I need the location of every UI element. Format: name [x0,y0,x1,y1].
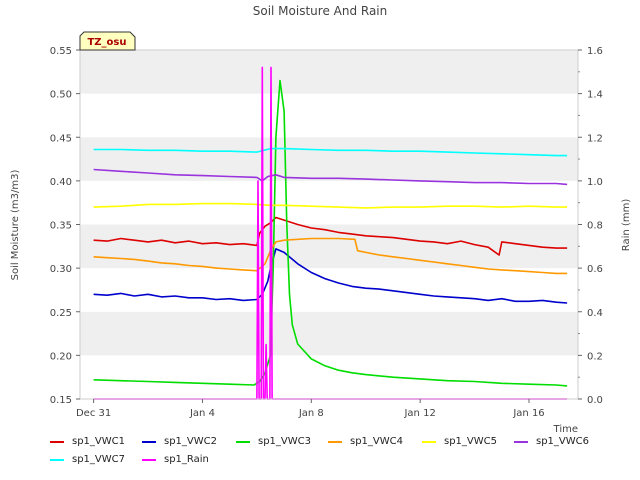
legend-label: sp1_VWC2 [164,436,217,447]
legend-label: sp1_Rain [164,454,209,465]
legend-swatch [328,440,342,443]
legend-item: sp1_VWC3 [236,436,311,447]
grid-band [80,93,578,138]
legend-label: sp1_VWC5 [444,436,497,447]
legend-item: sp1_VWC2 [142,436,217,447]
legend-item: sp1_VWC5 [422,436,497,447]
x-tick-label: Jan 12 [403,408,435,419]
grid-band [80,268,578,312]
y-axis-label: Soil Moisture (m3/m3) [10,170,21,281]
legend-item: sp1_VWC7 [50,454,125,465]
y-tick-label: 0.40 [50,177,72,188]
legend-label: sp1_VWC7 [72,454,125,465]
y-tick-label: 0.25 [50,308,72,319]
legend-item: sp1_VWC1 [50,436,125,447]
series-line-sp1-vwc3 [93,79,568,387]
y2-tick-label: 1.2 [587,133,603,144]
legend-label: sp1_VWC6 [536,436,589,447]
grid-band [80,311,578,356]
site-badge-box [79,31,136,51]
legend-swatch [236,440,250,443]
y-tick-label: 0.45 [50,133,72,144]
series-line-sp1-vwc6 [93,168,568,186]
legend-item: sp1_VWC4 [328,436,403,447]
legend-label: sp1_VWC4 [350,436,403,447]
y-tick-label: 0.30 [50,264,72,275]
legend-label: sp1_VWC3 [258,436,311,447]
y2-axis-ticks: 0.0 0.2 0.4 0.6 0.8 1.0 1.2 1.4 1.6 [578,46,603,406]
series-line-sp1-vwc5 [93,202,568,209]
x-tick-label: Jan 16 [512,408,544,419]
y-tick-label: 0.50 [50,90,72,101]
y-tick-label: 0.15 [50,395,72,406]
grid-bands [80,50,578,399]
legend-swatch [514,440,528,443]
y-tick-label: 0.20 [50,351,72,362]
series-line-sp1-vwc4 [93,237,568,275]
legend-swatch [50,440,64,443]
x-tick-label: Jan 4 [189,408,215,419]
grid-band [80,180,578,225]
y2-axis-label: Rain (mm) [621,199,632,252]
y2-tick-label: 0.8 [587,221,603,232]
y2-tick-label: 0.4 [587,308,603,319]
x-tick-label: Jan 8 [298,408,324,419]
legend-swatch [142,458,156,461]
y-axis-ticks: 0.15 0.20 0.25 0.30 0.35 0.40 0.45 0.50 0.55 [50,46,80,406]
grid-band [80,355,578,399]
y-tick-label: 0.35 [50,221,72,232]
grid-band [80,137,578,181]
legend-swatch [422,440,436,443]
series-line-sp1-vwc1 [93,216,568,256]
y2-tick-label: 1.6 [587,46,603,57]
series-lines [93,66,568,400]
legend-item: sp1_VWC6 [514,436,589,447]
y2-tick-label: 0.6 [587,264,603,275]
grid-band [80,224,578,269]
legend-swatch [142,440,156,443]
site-badge: TZ_osu [79,31,136,51]
x-axis-ticks: Dec 31 Jan 4 Jan 8 Jan 12 Jan 16 [76,399,545,419]
chart-title: Soil Moisture And Rain [253,4,388,18]
y2-tick-label: 1.0 [587,177,603,188]
legend-swatch [50,458,64,461]
y2-tick-label: 0.2 [587,351,603,362]
y2-tick-label: 1.4 [587,90,603,101]
series-line-sp1-vwc2 [93,248,568,304]
y2-tick-label: 0.0 [587,395,603,406]
legend-item: sp1_Rain [142,454,209,465]
legend-label: sp1_VWC1 [72,436,125,447]
series-line-sp1-vwc7 [93,147,568,157]
x-tick-label: Dec 31 [76,408,111,419]
grid-band [80,50,578,94]
x-axis-label: Time [553,424,578,435]
site-badge-label: TZ_osu [87,37,126,48]
y-tick-label: 0.55 [50,46,72,57]
